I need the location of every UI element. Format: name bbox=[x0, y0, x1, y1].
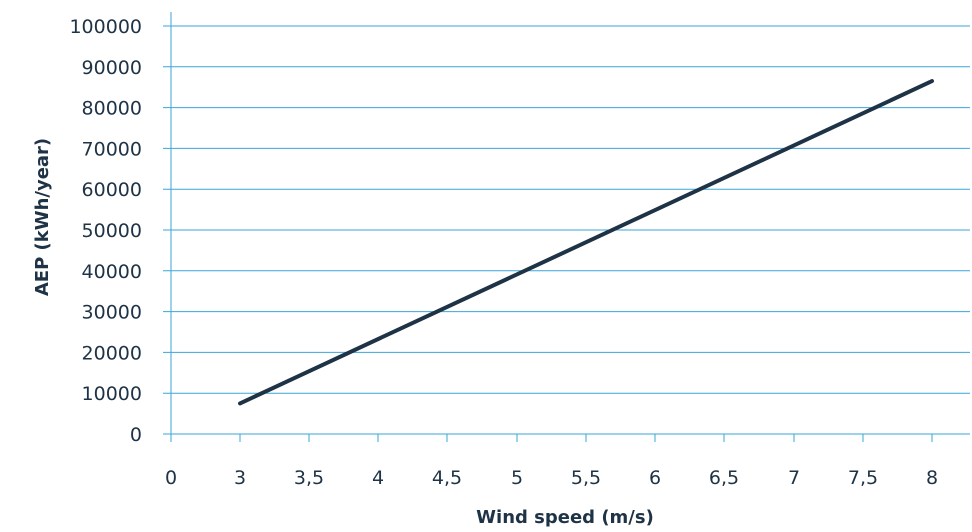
gridlines bbox=[163, 25, 970, 394]
y-axis-title: AEP (kWh/year) bbox=[32, 138, 53, 296]
y-tick-label: 30000 bbox=[82, 302, 142, 324]
series-layer bbox=[238, 79, 934, 406]
y-tick-label: 0 bbox=[130, 424, 142, 446]
x-tick-label: 5 bbox=[511, 467, 523, 489]
x-tick-label: 5,5 bbox=[571, 467, 601, 489]
axes bbox=[163, 12, 970, 442]
y-tick-label: 60000 bbox=[82, 179, 142, 201]
x-tick-label: 3,5 bbox=[294, 467, 324, 489]
x-tick-label: 7 bbox=[788, 467, 800, 489]
y-tick-label: 90000 bbox=[82, 57, 142, 79]
y-tick-label: 100000 bbox=[69, 16, 142, 38]
x-tick-label: 4 bbox=[372, 467, 384, 489]
x-tick-label: 0 bbox=[165, 467, 177, 489]
y-tick-label: 70000 bbox=[82, 138, 142, 160]
y-tick-labels: 0 10000 20000 30000 40000 50000 60000 70000 8000… bbox=[69, 16, 142, 446]
x-tick-label: 4,5 bbox=[432, 467, 462, 489]
series-line bbox=[238, 79, 934, 406]
x-axis-title: Wind speed (m/s) bbox=[476, 507, 654, 528]
x-tick-label: 8 bbox=[926, 467, 938, 489]
y-tick-label: 50000 bbox=[82, 220, 142, 242]
x-tick-label: 6 bbox=[649, 467, 661, 489]
y-tick-label: 40000 bbox=[82, 261, 142, 283]
y-tick-label: 10000 bbox=[82, 383, 142, 405]
y-tick-label: 20000 bbox=[82, 342, 142, 364]
x-tick-label: 7,5 bbox=[848, 467, 878, 489]
x-tick-label: 3 bbox=[234, 467, 246, 489]
x-tick-label: 6,5 bbox=[709, 467, 739, 489]
y-tick-label: 80000 bbox=[82, 98, 142, 120]
x-tick-labels: 0 3 3,5 4 4,5 5 5,5 6 6,5 7 7,5 8 bbox=[165, 467, 938, 489]
